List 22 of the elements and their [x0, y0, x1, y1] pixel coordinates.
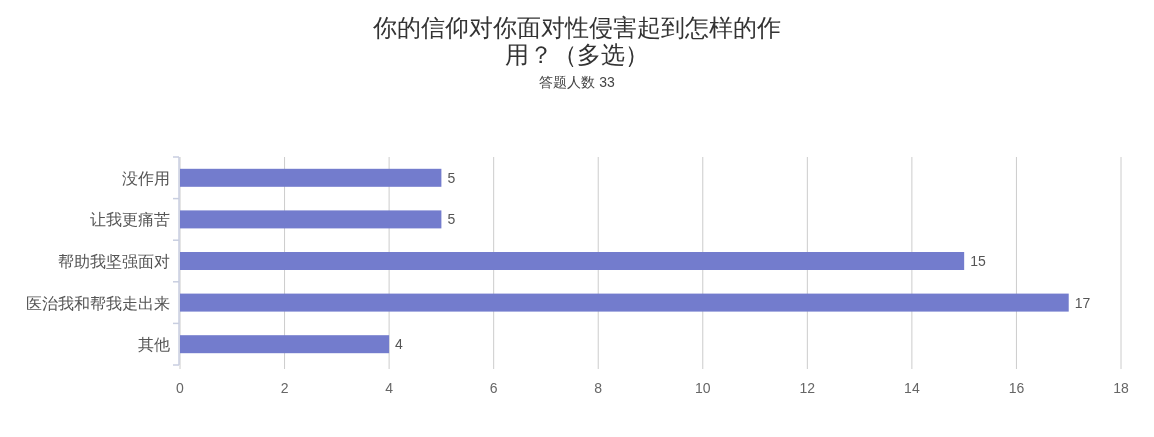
x-tick-label: 4	[385, 380, 394, 396]
y-tick-label: 没作用	[122, 169, 170, 187]
data-label: 4	[395, 336, 404, 353]
x-tick-label: 12	[799, 380, 816, 396]
data-label: 17	[1074, 294, 1091, 311]
data-label: 5	[447, 211, 456, 228]
x-tick-label: 18	[1113, 380, 1129, 396]
x-tick-label: 8	[594, 380, 603, 396]
x-tick-label: 10	[694, 380, 711, 396]
x-tick-label: 6	[489, 380, 498, 396]
x-tick-label: 2	[280, 380, 289, 396]
x-tick-label: 0	[176, 380, 185, 396]
y-tick-label: 其他	[138, 336, 170, 354]
x-tick-label: 16	[1008, 380, 1025, 396]
x-tick-label: 14	[904, 380, 920, 396]
y-tick-label: 帮助我坚强面对	[58, 253, 170, 270]
data-label: 15	[970, 253, 986, 269]
subtitle: 答题人数 33	[539, 74, 615, 90]
y-tick-label: 医治我和帮我走出来	[26, 294, 170, 312]
y-tick-label: 让我更痛苦	[90, 211, 170, 229]
title: 你的信仰对你面对性侵害起到怎样的作用？（多选）	[373, 14, 781, 68]
data-label: 5	[447, 169, 456, 186]
